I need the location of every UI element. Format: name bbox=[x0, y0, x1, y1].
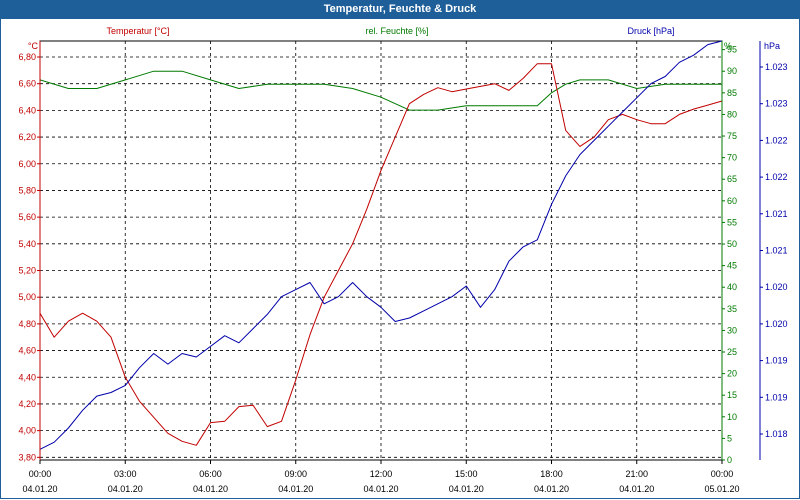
humidity-tick-label: 95 bbox=[727, 45, 737, 55]
grid bbox=[40, 41, 722, 460]
x-tick-time-label: 09:00 bbox=[284, 469, 307, 479]
humidity-tick-label: 65 bbox=[727, 174, 737, 184]
humidity-tick-label: 60 bbox=[727, 196, 737, 206]
x-tick-date-label: 04.01.20 bbox=[619, 484, 654, 494]
humidity-tick-label: 30 bbox=[727, 325, 737, 335]
x-tick-date-label: 04.01.20 bbox=[449, 484, 484, 494]
x-tick-time-label: 03:00 bbox=[114, 469, 137, 479]
x-tick-date-label: 05.01.20 bbox=[704, 484, 739, 494]
pressure-tick-label: 1.021 bbox=[765, 209, 788, 219]
humidity-tick-label: 0 bbox=[727, 455, 732, 465]
temperature-tick-label: 6,60 bbox=[18, 79, 36, 89]
x-tick-date-label: 04.01.20 bbox=[534, 484, 569, 494]
temperature-tick-label: 6,20 bbox=[18, 132, 36, 142]
temperature-tick-label: 4,80 bbox=[18, 319, 36, 329]
x-tick-time-label: 12:00 bbox=[370, 469, 393, 479]
pressure-unit-label: hPa bbox=[764, 41, 780, 51]
humidity-tick-label: 45 bbox=[727, 261, 737, 271]
x-tick-time-label: 15:00 bbox=[455, 469, 478, 479]
temperature-tick-label: 5,00 bbox=[18, 292, 36, 302]
humidity-tick-label: 20 bbox=[727, 369, 737, 379]
temperature-tick-label: 5,60 bbox=[18, 212, 36, 222]
pressure-tick-label: 1.022 bbox=[765, 135, 788, 145]
temperature-series-line bbox=[39, 63, 723, 446]
humidity-tick-label: 70 bbox=[727, 153, 737, 163]
temperature-unit-label: °C bbox=[28, 41, 39, 51]
temperature-tick-label: 5,80 bbox=[18, 185, 36, 195]
humidity-series-line bbox=[39, 70, 722, 111]
temperature-tick-label: 6,80 bbox=[18, 52, 36, 62]
humidity-tick-label: 50 bbox=[727, 239, 737, 249]
humidity-tick-label: 75 bbox=[727, 131, 737, 141]
pressure-tick-label: 1.018 bbox=[765, 429, 788, 439]
humidity-tick-label: 40 bbox=[727, 282, 737, 292]
x-tick-date-label: 04.01.20 bbox=[193, 484, 228, 494]
temperature-tick-label: 3,80 bbox=[18, 452, 36, 462]
humidity-tick-label: 55 bbox=[727, 217, 737, 227]
humidity-unit-label: % bbox=[724, 41, 732, 51]
pressure-tick-label: 1.022 bbox=[765, 172, 788, 182]
x-tick-date-label: 04.01.20 bbox=[108, 484, 143, 494]
temperature-tick-label: 4,00 bbox=[18, 426, 36, 436]
pressure-tick-label: 1.023 bbox=[765, 62, 788, 72]
pressure-tick-label: 1.019 bbox=[765, 356, 788, 366]
pressure-tick-label: 1.021 bbox=[765, 246, 788, 256]
pressure-tick-label: 1.019 bbox=[765, 392, 788, 402]
x-tick-time-label: 06:00 bbox=[199, 469, 222, 479]
pressure-series-line bbox=[39, 40, 723, 450]
x-tick-date-label: 04.01.20 bbox=[22, 484, 57, 494]
humidity-tick-label: 35 bbox=[727, 304, 737, 314]
temperature-tick-label: 6,40 bbox=[18, 105, 36, 115]
temperature-tick-label: 4,40 bbox=[18, 372, 36, 382]
humidity-axis-title: rel. Feuchte [%] bbox=[365, 26, 428, 36]
humidity-tick-label: 80 bbox=[727, 109, 737, 119]
pressure-tick-label: 1.020 bbox=[765, 282, 788, 292]
temperature-axis-title: Temperatur [°C] bbox=[106, 26, 169, 36]
pressure-axis-title: Druck [hPa] bbox=[627, 26, 674, 36]
pressure-tick-label: 1.023 bbox=[765, 99, 788, 109]
humidity-tick-label: 25 bbox=[727, 347, 737, 357]
tick-labels: 3,80 4,00 4,20 4,40 4,60 4,80 5,00 5,20 5,40 5,60… bbox=[18, 45, 787, 494]
temperature-tick-label: 5,20 bbox=[18, 266, 36, 276]
humidity-tick-label: 15 bbox=[727, 390, 737, 400]
humidity-tick-label: 85 bbox=[727, 88, 737, 98]
x-tick-time-label: 21:00 bbox=[625, 469, 648, 479]
x-tick-time-label: 18:00 bbox=[540, 469, 563, 479]
temperature-tick-label: 4,20 bbox=[18, 399, 36, 409]
x-tick-date-label: 04.01.20 bbox=[363, 484, 398, 494]
humidity-tick-label: 5 bbox=[727, 433, 732, 443]
temperature-tick-label: 6,00 bbox=[18, 159, 36, 169]
x-tick-date-label: 04.01.20 bbox=[278, 484, 313, 494]
humidity-tick-label: 90 bbox=[727, 66, 737, 76]
x-tick-time-label: 00:00 bbox=[29, 469, 52, 479]
temperature-tick-label: 5,40 bbox=[18, 239, 36, 249]
pressure-tick-label: 1.020 bbox=[765, 319, 788, 329]
series-lines bbox=[39, 40, 723, 450]
window-title: Temperatur, Feuchte & Druck bbox=[0, 0, 800, 19]
humidity-tick-label: 10 bbox=[727, 412, 737, 422]
temperature-tick-label: 4,60 bbox=[18, 346, 36, 356]
x-tick-time-label: 00:00 bbox=[711, 469, 734, 479]
